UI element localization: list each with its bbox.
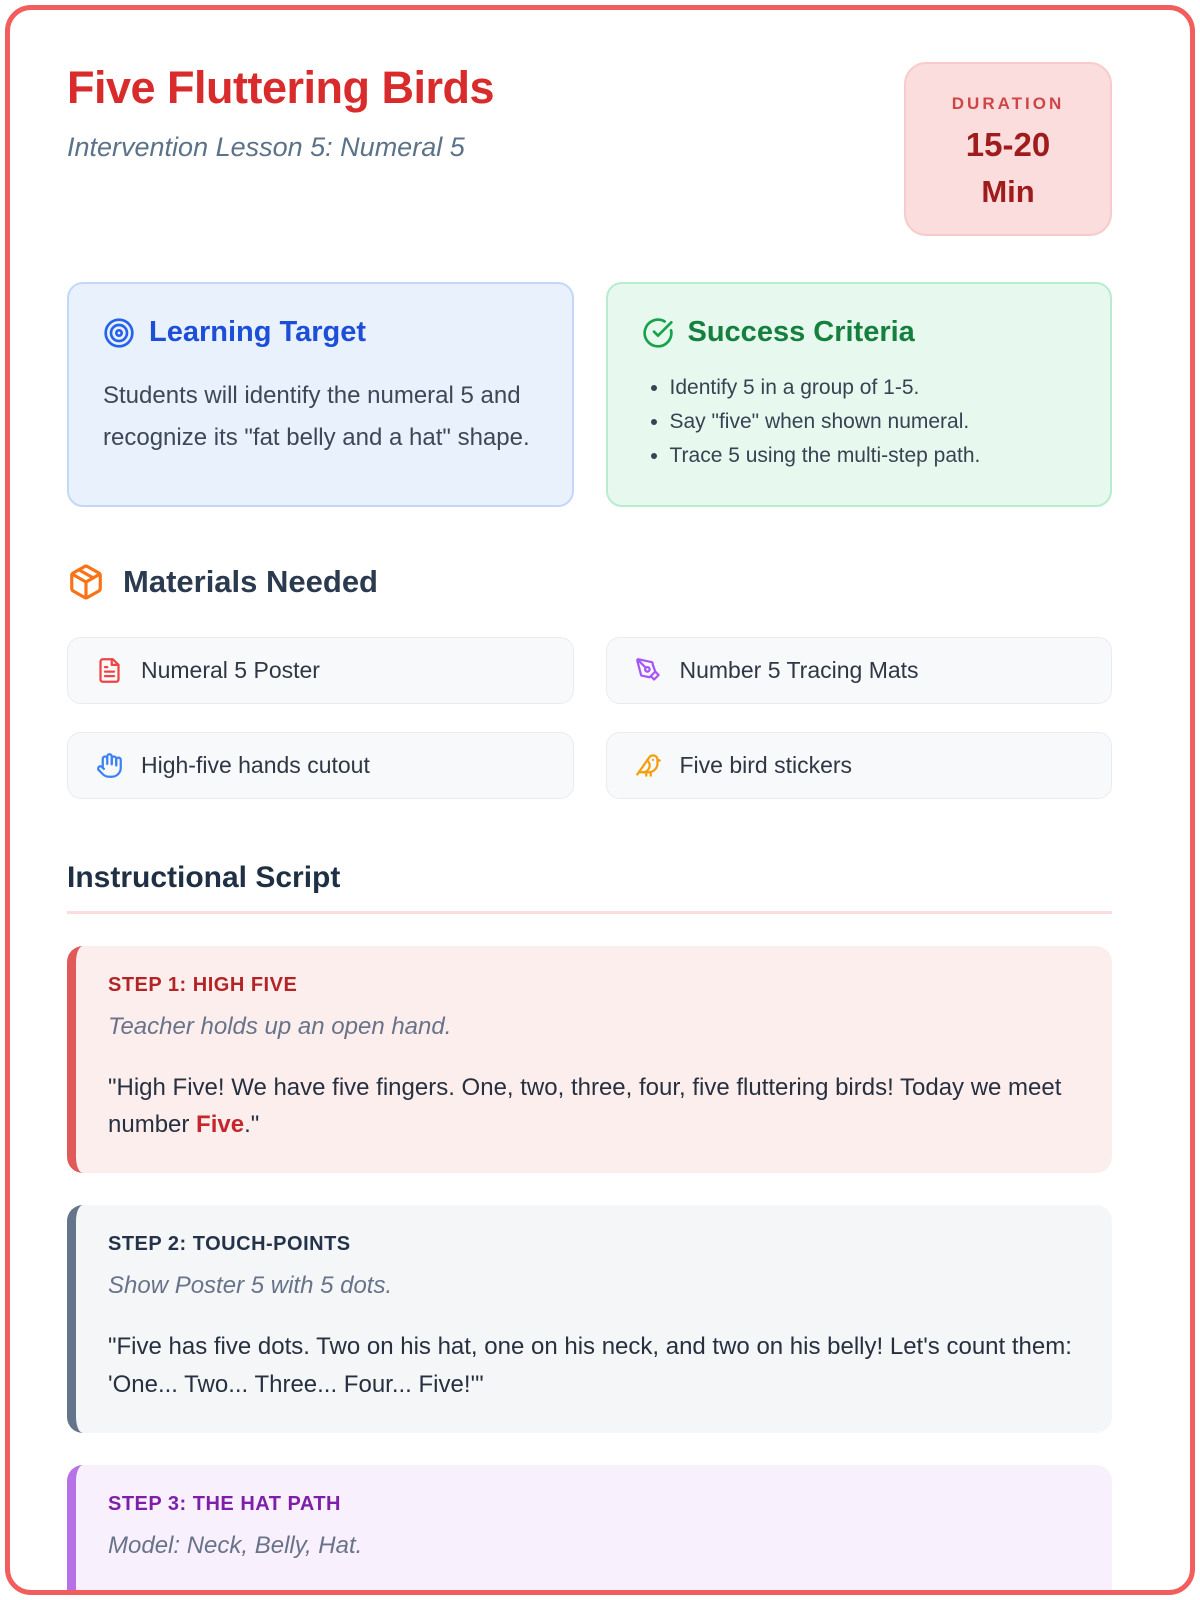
materials-section: Materials Needed Numeral 5 Poster — [67, 563, 1112, 800]
quote-text: "Five has five dots. Two on his hat, one… — [108, 1333, 1072, 1398]
bird-icon — [635, 752, 662, 779]
step-label: STEP 3: THE HAT PATH — [108, 1492, 341, 1515]
duration-badge: DURATION 15-20 Min — [904, 62, 1112, 236]
duration-unit: Min — [981, 174, 1035, 209]
instructional-script-title: Instructional Script — [67, 861, 1112, 915]
learning-target-header: Learning Target — [103, 316, 538, 349]
material-label: Numeral 5 Poster — [141, 657, 320, 684]
step-label: STEP 1: HIGH FIVE — [108, 974, 298, 997]
instructional-script-section: Instructional Script STEP 1: HIGH FIVE T… — [67, 861, 1112, 1595]
script-step-2: STEP 2: TOUCH-POINTS Show Poster 5 with … — [67, 1205, 1112, 1433]
step-direction: Show Poster 5 with 5 dots. — [108, 1272, 393, 1300]
check-circle-icon — [642, 317, 674, 349]
materials-header: Materials Needed — [67, 563, 1112, 601]
quote-text: "Short neck, fat belly, number five wear… — [108, 1593, 938, 1595]
document-icon — [96, 657, 123, 684]
step-quote: "Five has five dots. Two on his hat, one… — [108, 1328, 1078, 1402]
step-quote: "Short neck, fat belly, number five wear… — [108, 1588, 1078, 1595]
header-titles: Five Fluttering Birds Intervention Lesso… — [67, 62, 495, 163]
learning-target-body: Students will identify the numeral 5 and… — [103, 382, 530, 451]
quote-highlight: Five — [196, 1111, 245, 1139]
success-criteria-list: Identify 5 in a group of 1-5. Say "five"… — [642, 371, 1077, 473]
script-step-1: STEP 1: HIGH FIVE Teacher holds up an op… — [67, 946, 1112, 1174]
pen-nib-icon — [635, 657, 662, 684]
duration-label: DURATION — [951, 94, 1065, 113]
material-label: Number 5 Tracing Mats — [679, 657, 919, 684]
success-criteria-card: Success Criteria Identify 5 in a group o… — [605, 282, 1112, 508]
step-direction: Teacher holds up an open hand. — [108, 1013, 452, 1041]
learning-target-card: Learning Target Students will identify t… — [67, 282, 574, 508]
criteria-item: Say "five" when shown numeral. — [670, 405, 1077, 439]
page-header: Five Fluttering Birds Intervention Lesso… — [67, 62, 1112, 236]
quote-text: ." — [244, 1111, 260, 1139]
success-criteria-header: Success Criteria — [642, 316, 1077, 349]
step-quote: "High Five! We have five fingers. One, t… — [108, 1069, 1078, 1143]
target-icon — [103, 317, 135, 349]
learning-target-title: Learning Target — [149, 316, 366, 348]
criteria-item: Trace 5 using the multi-step path. — [670, 439, 1077, 473]
page-subtitle: Intervention Lesson 5: Numeral 5 — [67, 132, 465, 162]
material-label: High-five hands cutout — [141, 752, 370, 779]
lesson-page: Five Fluttering Birds Intervention Lesso… — [5, 5, 1195, 1595]
criteria-item: Identify 5 in a group of 1-5. — [670, 371, 1077, 405]
material-label: Five bird stickers — [679, 752, 853, 779]
material-item-numeral-poster: Numeral 5 Poster — [67, 637, 574, 705]
material-item-tracing-mats: Number 5 Tracing Mats — [605, 637, 1112, 705]
materials-grid: Numeral 5 Poster Number 5 Tracing Mats — [67, 637, 1112, 800]
material-item-bird-stickers: Five bird stickers — [605, 732, 1112, 800]
step-direction: Model: Neck, Belly, Hat. — [108, 1531, 363, 1559]
hand-icon — [96, 752, 123, 779]
overview-cards: Learning Target Students will identify t… — [67, 282, 1112, 508]
package-icon — [67, 563, 105, 601]
quote-text: "High Five! We have five fingers. One, t… — [108, 1074, 1062, 1139]
script-step-3: STEP 3: THE HAT PATH Model: Neck, Belly,… — [67, 1464, 1112, 1595]
duration-value: 15-20 — [965, 126, 1051, 163]
material-item-hands-cutout: High-five hands cutout — [67, 732, 574, 800]
success-criteria-title: Success Criteria — [687, 316, 915, 348]
materials-title: Materials Needed — [123, 564, 378, 600]
page-title: Five Fluttering Birds — [67, 62, 495, 113]
step-label: STEP 2: TOUCH-POINTS — [108, 1233, 351, 1256]
